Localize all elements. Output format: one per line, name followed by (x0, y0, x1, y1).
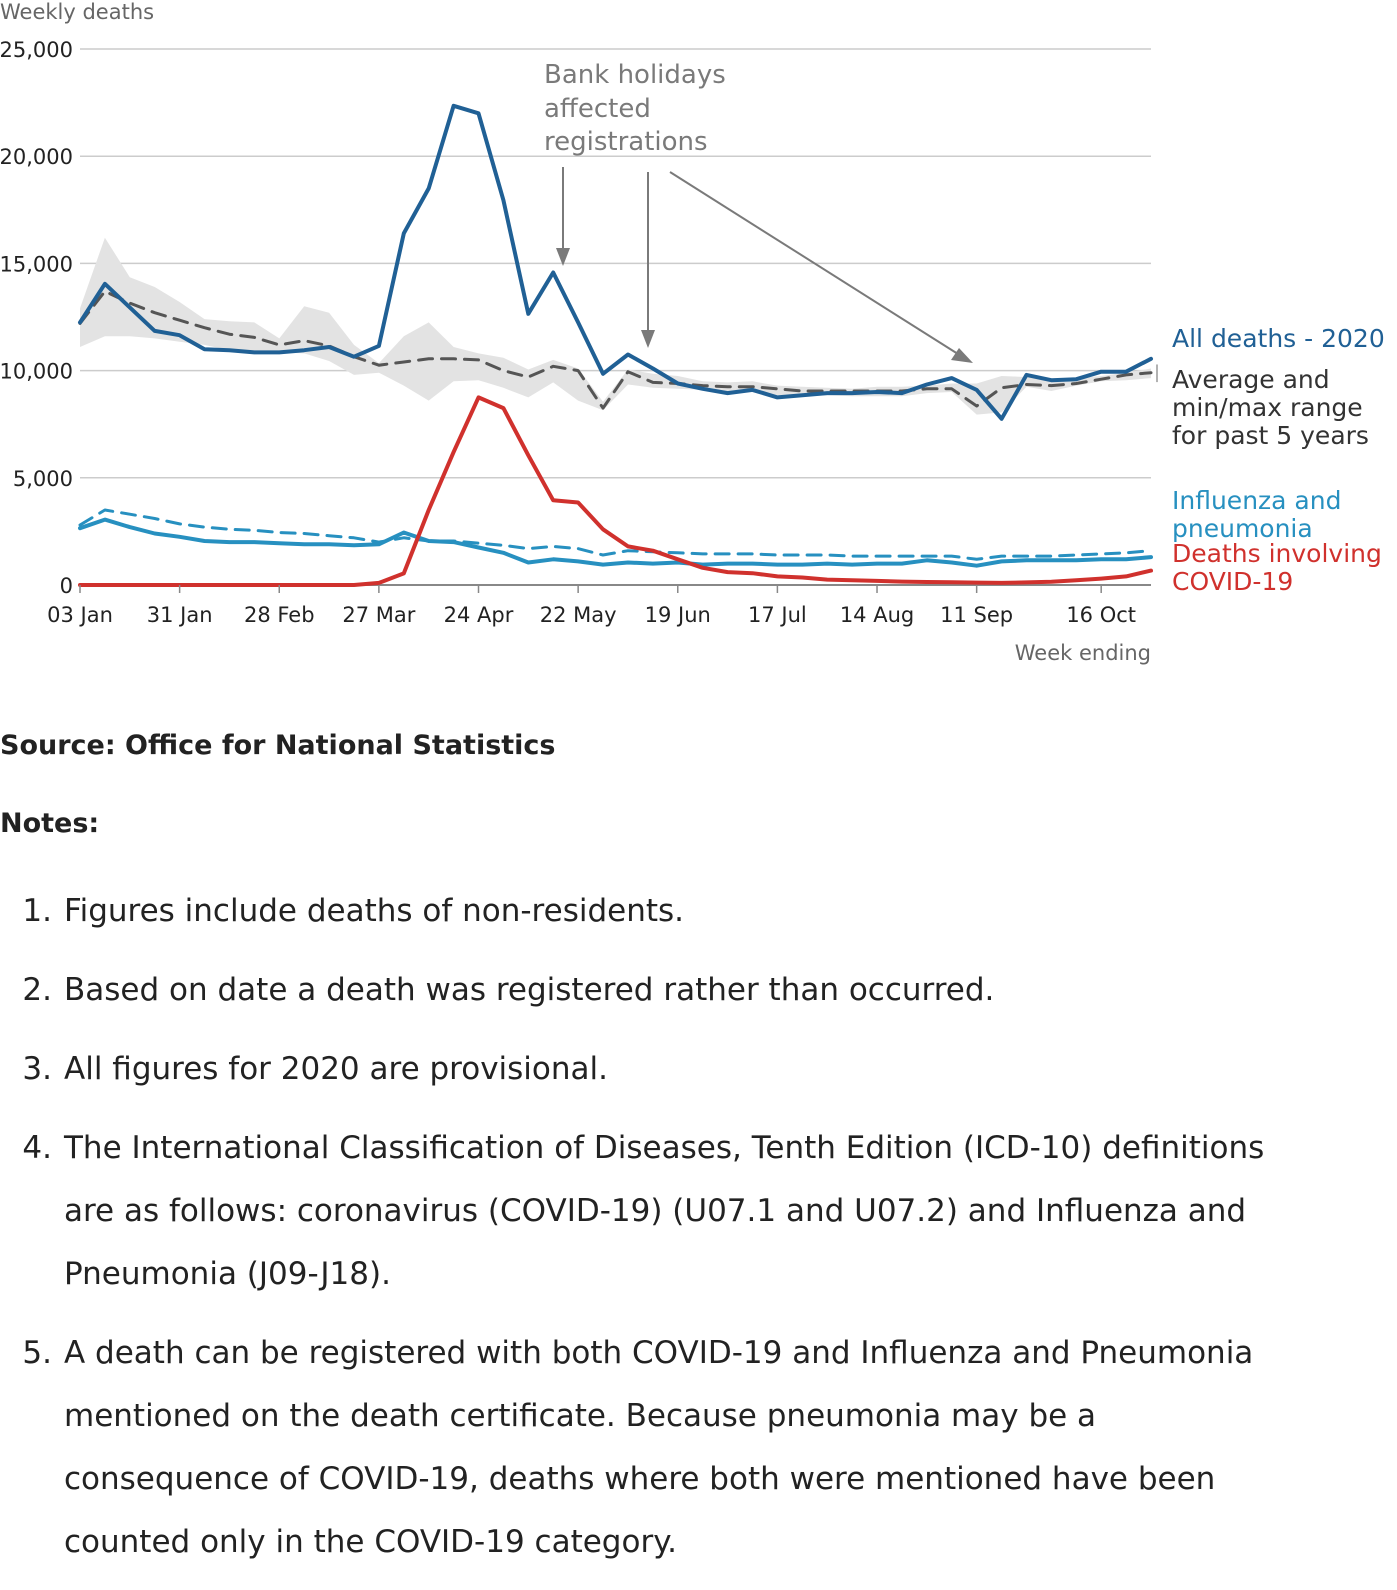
label-covid-line-1: Deaths involving (1172, 539, 1382, 568)
note-text-line: A death can be registered with both COVI… (64, 1335, 1254, 1371)
bank-holiday-annotation: Bank holidays affected registrations (544, 60, 973, 363)
annotation-arrow-3 (669, 171, 959, 355)
annotation-arrowhead-3 (951, 348, 973, 363)
y-axis-ticks: 0 5,000 10,000 15,000 20,000 25,000 (0, 38, 73, 598)
x-tick-label: 11 Sep (940, 603, 1013, 627)
label-average-line-3: for past 5 years (1172, 421, 1369, 450)
x-tick-label: 31 Jan (147, 603, 213, 627)
y-axis-title: Weekly deaths (0, 0, 154, 24)
annotation-line-2: affected (544, 94, 651, 124)
y-tick-label: 10,000 (0, 360, 73, 384)
five-year-range-band (80, 237, 1158, 415)
weekly-deaths-chart: 0 5,000 10,000 15,000 20,000 25,000 03 Jan 31 … (0, 0, 1385, 665)
note-number: 5. (22, 1335, 52, 1371)
note-text: Figures include deaths of non-residents. (64, 893, 685, 929)
x-tick-label: 19 Jun (645, 603, 711, 627)
series-line-influenza-and-pneumonia (78, 517, 1153, 568)
y-tick-label: 15,000 (0, 252, 73, 276)
note-number: 4. (22, 1130, 52, 1166)
min-max-range-area (80, 237, 1151, 415)
note-item: 3. All figures for 2020 are provisional. (0, 1038, 1380, 1101)
gridlines (80, 48, 1151, 586)
annotation-arrowhead-2 (641, 330, 655, 348)
y-tick-label: 0 (60, 574, 73, 598)
x-axis-title: Week ending (1015, 641, 1151, 665)
x-tick-label: 14 Aug (840, 603, 914, 627)
label-flu-line-1: Influenza and (1172, 486, 1341, 515)
note-item: 5. A death can be registered with both C… (0, 1322, 1380, 1574)
note-text-line: The International Classification of Dise… (64, 1130, 1265, 1166)
label-flu-line-2: pneumonia (1172, 514, 1313, 543)
y-tick-label: 5,000 (13, 467, 73, 491)
source-note: Source: Office for National Statistics (0, 730, 556, 761)
note-text-line: mentioned on the death certificate. Beca… (64, 1398, 1097, 1434)
note-item: 2. Based on date a death was registered … (0, 959, 1380, 1022)
x-tick-label: 16 Oct (1066, 603, 1136, 627)
note-item: 1. Figures include deaths of non-residen… (0, 880, 1380, 943)
label-average-line-2: min/max range (1172, 393, 1363, 422)
series-line-deaths-involving-covid-19 (78, 395, 1153, 587)
x-axis-ticks: 03 Jan 31 Jan 28 Feb 27 Mar 24 Apr 22 May 19 J… (47, 585, 1136, 627)
note-text: Based on date a death was registered rat… (64, 972, 995, 1008)
series-line-average-and-min-max-range-for-past-5-years (78, 289, 1153, 410)
note-text: All figures for 2020 are provisional. (64, 1051, 608, 1087)
note-text-line: consequence of COVID-19, deaths where bo… (64, 1461, 1216, 1497)
series-line-all-deaths-2020 (78, 103, 1153, 421)
annotation-line-3: registrations (544, 127, 708, 157)
series-line-influenza-and-pneumonia-5-year-average (78, 508, 1153, 561)
notes-heading: Notes: (0, 808, 100, 839)
x-tick-label: 28 Feb (244, 603, 315, 627)
x-tick-label: 17 Jul (748, 603, 807, 627)
annotation-line-1: Bank holidays (544, 60, 726, 90)
note-number: 1. (22, 893, 52, 929)
note-number: 2. (22, 972, 52, 1008)
note-item: 4. The International Classification of D… (0, 1117, 1380, 1306)
x-tick-label: 24 Apr (444, 603, 514, 627)
x-tick-label: 03 Jan (47, 603, 113, 627)
note-text-line: are as follows: coronavirus (COVID-19) (… (64, 1193, 1247, 1229)
x-tick-label: 27 Mar (342, 603, 415, 627)
label-all-deaths: All deaths - 2020 (1172, 324, 1385, 353)
x-tick-label: 22 May (540, 603, 617, 627)
note-text-line: counted only in the COVID-19 category. (64, 1524, 677, 1560)
label-average-line-1: Average and (1172, 365, 1330, 394)
y-tick-label: 20,000 (0, 145, 73, 169)
series-lines (78, 103, 1153, 587)
annotation-arrowhead-1 (556, 248, 570, 266)
legend-labels: All deaths - 2020 Average and min/max ra… (1172, 324, 1385, 596)
label-covid-line-2: COVID-19 (1172, 567, 1293, 596)
notes-list: 1. Figures include deaths of non-residen… (0, 880, 1380, 1590)
note-number: 3. (22, 1051, 52, 1087)
y-tick-label: 25,000 (0, 38, 73, 62)
note-text-line: Pneumonia (J09-J18). (64, 1256, 391, 1292)
